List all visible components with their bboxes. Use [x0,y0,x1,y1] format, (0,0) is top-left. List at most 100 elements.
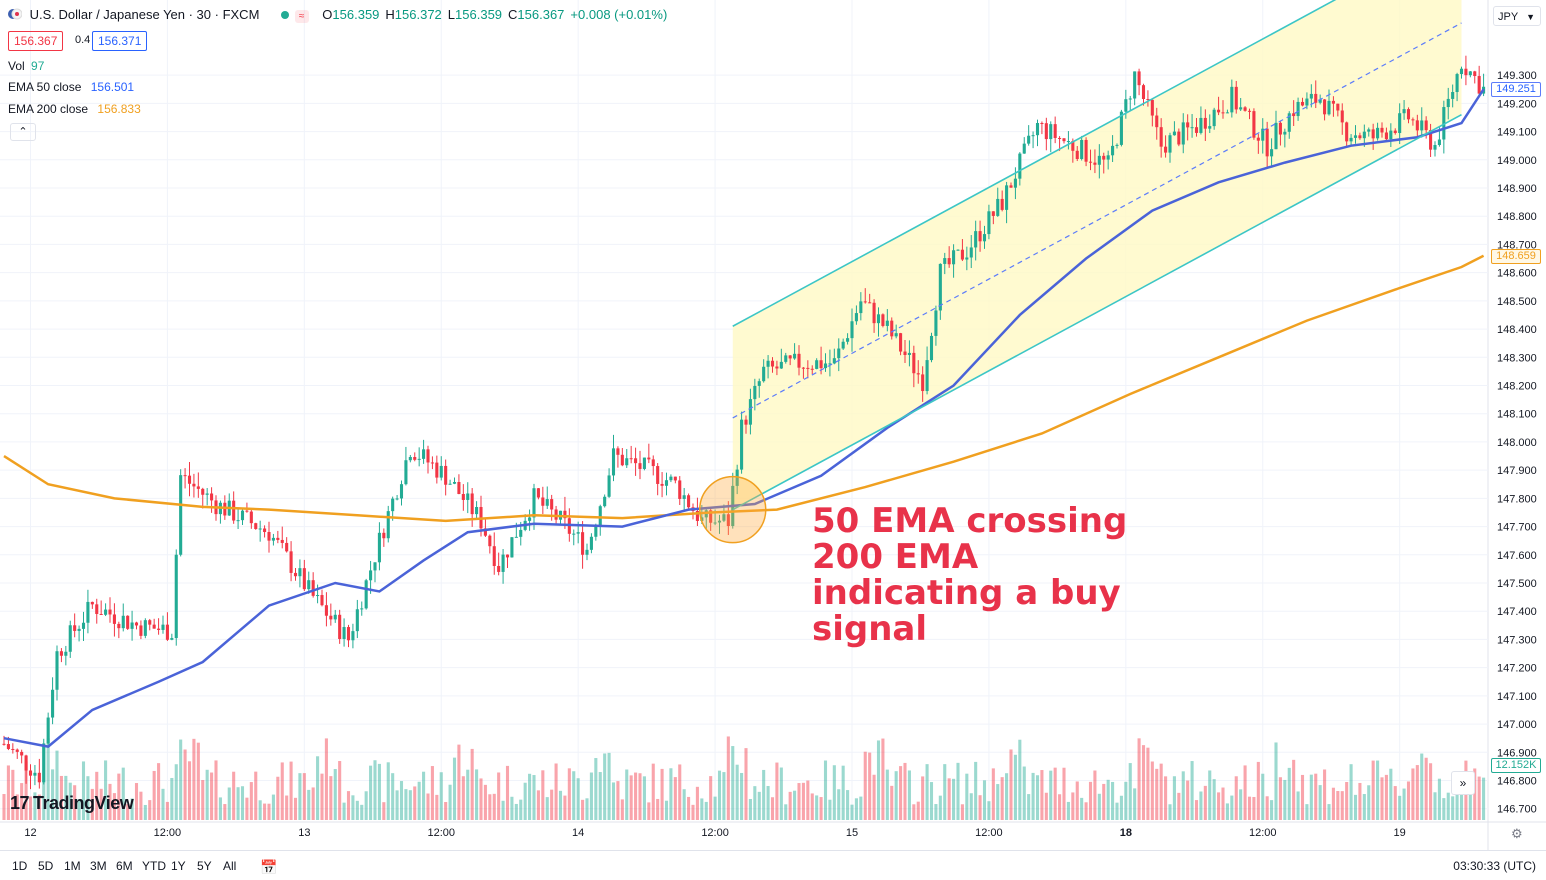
candle-body [1420,120,1424,131]
symbol-title[interactable]: U.S. Dollar / Japanese Yen · 30 · FXCM [29,7,260,22]
candlesticks [2,55,1486,790]
candle-body [819,360,823,369]
volume-bar [793,790,797,820]
range-button-1m[interactable]: 1M [64,859,81,873]
volume-bar [956,762,960,820]
utc-clock[interactable]: 03:30:33 (UTC) [1453,859,1536,873]
volume-bar [1018,739,1022,820]
volume-bar [1177,792,1181,820]
volume-bar [713,796,717,820]
candle-body [1018,153,1022,179]
candle-body [1168,135,1172,153]
candle-body [1411,119,1415,121]
range-button-5y[interactable]: 5Y [197,859,212,873]
volume-bar [876,740,881,820]
volume-bar [201,780,205,820]
candle-body [793,353,797,359]
volume-bar [1433,792,1437,820]
candle-body [598,506,602,527]
time-axis[interactable]: 12 12:00 13 12:00 14 12:00 15 12:00 18 12:00 19 [0,821,1546,839]
candle-body [302,568,306,590]
crossover-highlight-circle[interactable] [699,475,767,544]
volume-bar [55,750,59,820]
volume-bar [161,788,165,820]
volume-bar [638,773,642,820]
volume-bar [263,803,267,820]
candle-body [404,460,408,485]
volume-bar [762,769,766,820]
volume-bar [753,786,757,820]
collapse-legend-button[interactable]: ⌃ [10,123,36,141]
volume-bar [126,804,130,820]
bid-price[interactable]: 156.367 [8,31,64,51]
range-button-3m[interactable]: 3M [90,859,107,873]
candle-body [355,609,359,632]
candle-body [744,419,748,425]
candle-body [1336,103,1340,111]
price-tick-label: 148.300 [1497,352,1537,364]
volume-bar [1159,763,1163,820]
candle-body [187,475,192,484]
ema50-legend[interactable]: EMA 50 close 156.501 [8,80,134,94]
range-button-ytd[interactable]: YTD [142,859,166,873]
volume-bar [11,769,15,820]
volume-bar [801,782,805,820]
date-range-calendar-icon[interactable]: 📅 [260,859,278,875]
candle-body [1062,138,1066,142]
volume-bar [289,761,293,820]
price-axis[interactable]: 149.300 149.200 149.100 149.000 148.900 148.8… [1497,70,1537,816]
volume-bar [382,802,386,820]
candle-body [669,476,673,481]
candle-body [1093,162,1097,165]
volume-bar [369,765,373,820]
volume-bar [1212,779,1216,820]
candle-body [1221,112,1225,114]
volume-bar [965,773,969,820]
volume-bar [921,776,925,820]
channel-upper-line[interactable] [732,0,1462,327]
channel-lower-line[interactable] [732,113,1462,511]
range-button-1y[interactable]: 1Y [171,859,186,873]
volume-bar [6,765,10,820]
volume-legend[interactable]: Vol 97 [8,59,44,73]
price-chart[interactable]: 149.300 149.200 149.100 149.000 148.900 148.8… [0,0,1546,850]
volume-bar [1155,768,1159,820]
candle-body [1194,127,1199,133]
candle-body [868,302,872,304]
volume-bar [642,776,646,820]
volume-bar [726,736,730,820]
volume-bar [1230,795,1234,820]
candle-body [823,363,828,369]
range-button-1d[interactable]: 1D [12,859,28,873]
volume-bar [854,798,858,820]
volume-bar [550,789,554,820]
tradingview-logo[interactable]: 17 TradingView [10,793,134,814]
candle-body [1084,139,1088,162]
volume-bar [258,800,262,820]
ask-price[interactable]: 156.371 [92,31,148,51]
volume-bar [1468,777,1472,820]
volume-bar [868,752,872,820]
candle-body [510,537,514,558]
candle-body [430,462,434,464]
range-button-all[interactable]: All [223,859,237,873]
volume-bar [841,765,845,820]
scroll-to-realtime-button[interactable]: » [1451,771,1475,795]
currency-button[interactable]: JPY ▼ [1493,6,1541,26]
candle-body [73,625,77,631]
candle-body [461,493,465,500]
volume-bar [528,773,532,820]
settings-gear-icon[interactable]: ⚙ [1511,826,1523,841]
candle-body [532,488,536,518]
candle-body [801,367,805,369]
volume-value: 97 [31,59,45,73]
candle-body [1049,124,1053,140]
volume-bar [391,773,395,820]
volume-bar [1062,767,1066,820]
ema200-legend[interactable]: EMA 200 close 156.833 [8,102,141,116]
range-button-5d[interactable]: 5D [38,859,54,873]
volume-bar [1300,774,1305,820]
candle-body [1380,127,1384,133]
range-button-6m[interactable]: 6M [116,859,133,873]
candle-body [1327,100,1331,115]
